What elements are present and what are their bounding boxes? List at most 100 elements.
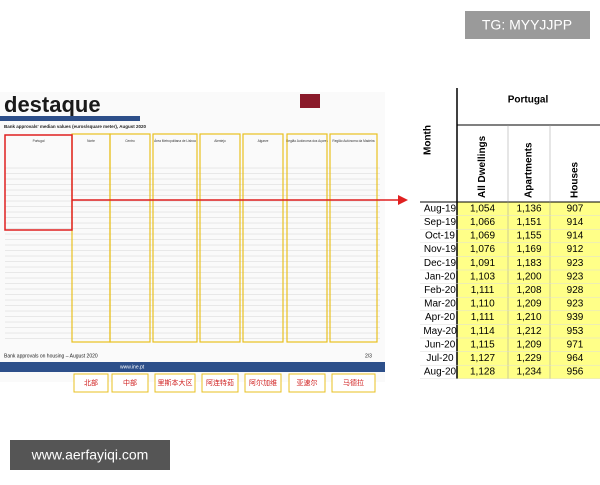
value-cell: 1,212 <box>516 326 541 337</box>
month-header: Month <box>423 125 434 155</box>
region-label: 阿尔加维 <box>249 378 277 387</box>
region-label: 马德拉 <box>343 378 364 387</box>
data-bg <box>457 202 600 379</box>
region-box <box>329 133 378 343</box>
value-cell: 1,210 <box>516 312 541 323</box>
region-label: 阿连特茹 <box>206 378 234 387</box>
watermark: TG: MYYJJPP <box>482 17 572 33</box>
month-cell: Sep-19 <box>424 217 457 228</box>
value-cell: 1,054 <box>470 203 495 214</box>
value-cell: 1,128 <box>470 367 495 378</box>
month-cell: Oct-19 <box>425 231 455 242</box>
month-cell: May-20 <box>423 326 457 337</box>
doc-region: Portugal <box>33 139 45 143</box>
region-box <box>109 133 151 343</box>
value-cell: 1,111 <box>471 285 495 296</box>
value-cell: 1,209 <box>516 299 541 310</box>
region-label: 里斯本大区 <box>158 378 193 387</box>
value-cell: 914 <box>567 217 584 228</box>
value-cell: 1,103 <box>470 271 495 282</box>
ine-logo <box>300 94 320 108</box>
doc-bar <box>0 116 140 121</box>
value-cell: 1,076 <box>470 244 495 255</box>
region-tab <box>331 373 376 393</box>
value-cell: 1,069 <box>470 231 495 242</box>
value-cell: 1,091 <box>470 258 495 269</box>
watermark: www.aerfayiqi.com <box>31 447 149 463</box>
value-cell: 1,114 <box>470 326 495 337</box>
arrow-head <box>398 195 408 205</box>
doc-subtitle: Bank approvals' median values (euros/squ… <box>4 124 146 129</box>
value-cell: 1,209 <box>516 339 541 350</box>
doc-footer: Bank approvals on housing – August 2020 <box>4 353 98 359</box>
value-cell: 914 <box>567 231 584 242</box>
month-cell: Apr-20 <box>425 312 455 323</box>
doc-region: Área Metropolitana de Lisboa <box>154 139 196 143</box>
value-cell: 912 <box>567 244 584 255</box>
doc-region: Região Autónoma da Madeira <box>332 139 374 143</box>
value-cell: 1,169 <box>516 244 541 255</box>
value-cell: 1,151 <box>516 217 541 228</box>
region-tab <box>154 373 196 393</box>
doc-site: www.ine.pt <box>120 364 145 370</box>
value-cell: 1,115 <box>470 339 495 350</box>
doc-region: Alentejo <box>214 139 226 143</box>
doc-region: Centro <box>125 139 135 143</box>
value-cell: 1,183 <box>516 258 541 269</box>
region-label: 中部 <box>123 378 137 387</box>
region-box <box>286 133 328 343</box>
value-cell: 1,229 <box>516 353 541 364</box>
month-cell: Nov-19 <box>424 244 457 255</box>
column-header: Apartments <box>524 142 535 198</box>
value-cell: 907 <box>567 203 584 214</box>
column-header: All Dwellings <box>477 135 488 198</box>
value-cell: 953 <box>567 326 584 337</box>
region-tab <box>244 373 282 393</box>
month-cell: Aug-19 <box>424 203 457 214</box>
value-cell: 923 <box>567 271 584 282</box>
value-cell: 1,066 <box>470 217 495 228</box>
watermark-box <box>465 11 590 39</box>
value-cell: 956 <box>567 367 584 378</box>
value-cell: 1,110 <box>470 299 495 310</box>
region-tab <box>288 373 326 393</box>
region-label: 北部 <box>84 378 98 387</box>
month-cell: Jan-20 <box>425 271 456 282</box>
value-cell: 1,234 <box>516 367 541 378</box>
region-tab <box>73 373 109 393</box>
value-cell: 928 <box>567 285 584 296</box>
region-box <box>242 133 284 343</box>
value-cell: 939 <box>567 312 584 323</box>
doc-region: Algarve <box>258 139 269 143</box>
value-cell: 1,111 <box>471 312 495 323</box>
doc-logo: destaque <box>4 92 101 117</box>
region-box <box>199 133 241 343</box>
doc-region: Norte <box>87 139 95 143</box>
month-cell: Jun-20 <box>425 339 456 350</box>
value-cell: 1,127 <box>470 353 495 364</box>
month-cell: Mar-20 <box>424 299 456 310</box>
value-cell: 923 <box>567 299 584 310</box>
value-cell: 971 <box>567 339 584 350</box>
value-cell: 1,200 <box>516 271 541 282</box>
highlight-box <box>4 134 73 231</box>
watermark-box <box>10 440 170 470</box>
month-cell: Jul-20 <box>426 353 454 364</box>
region-tab <box>201 373 239 393</box>
region-box <box>152 133 198 343</box>
region-label: 亚速尔 <box>297 378 318 387</box>
value-cell: 1,208 <box>516 285 541 296</box>
doc-footer-bar <box>0 362 385 372</box>
value-cell: 923 <box>567 258 584 269</box>
doc-region: Região Autónoma dos Açores <box>286 139 328 143</box>
doc-bg <box>0 92 385 382</box>
month-cell: Feb-20 <box>424 285 456 296</box>
region-tab <box>111 373 149 393</box>
column-header: Houses <box>570 161 581 198</box>
document-page: destaque Bank approvals' median values (… <box>0 92 385 393</box>
month-cell: Dec-19 <box>424 258 457 269</box>
value-cell: 1,136 <box>516 203 541 214</box>
value-cell: 1,155 <box>516 231 541 242</box>
